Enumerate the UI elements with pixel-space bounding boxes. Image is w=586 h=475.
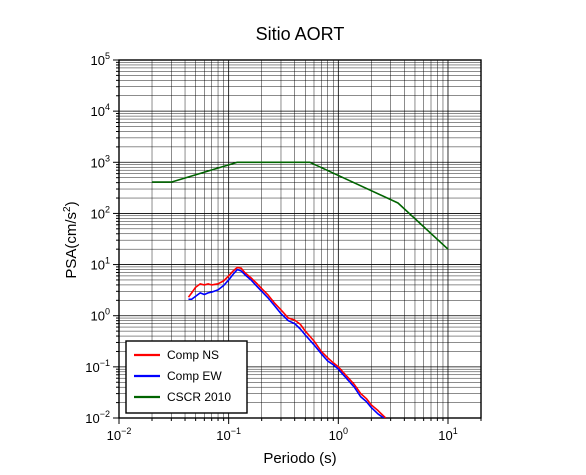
y-tick-label-exponent: 5 bbox=[105, 51, 110, 61]
x-tick-label: 100 bbox=[329, 426, 348, 443]
x-tick-label-exponent: 1 bbox=[453, 426, 458, 436]
y-tick-label-exponent: 2 bbox=[105, 204, 110, 214]
y-tick-label-base: 10 bbox=[91, 53, 105, 68]
y-tick-label: 104 bbox=[91, 102, 110, 119]
legend-label: Comp EW bbox=[167, 369, 222, 383]
x-tick-label-base: 10 bbox=[438, 428, 452, 443]
y-tick-label-base: 10 bbox=[91, 155, 105, 170]
y-tick-label-exponent: −1 bbox=[100, 358, 110, 368]
y-axis-label-sup: 2 bbox=[62, 206, 73, 212]
x-tick-label: 10−1 bbox=[216, 426, 241, 443]
y-axis-label-end: ) bbox=[63, 201, 80, 206]
series-line-2 bbox=[188, 268, 385, 418]
legend: Comp NS Comp EW CSCR 2010 bbox=[125, 340, 248, 414]
y-tick-label: 103 bbox=[91, 153, 110, 170]
y-axis-label: PSA(cm/s2) bbox=[62, 201, 80, 278]
x-tick-label-base: 10 bbox=[216, 428, 230, 443]
y-tick-label: 105 bbox=[91, 51, 110, 68]
legend-label: CSCR 2010 bbox=[167, 390, 231, 404]
y-tick-label-exponent: 4 bbox=[105, 102, 110, 112]
y-tick-label-base: 10 bbox=[85, 360, 99, 375]
x-tick-label: 10−2 bbox=[107, 426, 132, 443]
chart-title: Sitio AORT bbox=[256, 24, 345, 44]
y-tick-label-exponent: 0 bbox=[105, 307, 110, 317]
series-line-1 bbox=[187, 266, 387, 418]
x-tick-label-exponent: −1 bbox=[231, 426, 241, 436]
y-tick-label: 10−2 bbox=[85, 409, 110, 426]
x-tick-label: 101 bbox=[438, 426, 457, 443]
y-tick-label-base: 10 bbox=[85, 411, 99, 426]
x-axis-label: Periodo (s) bbox=[263, 450, 336, 467]
y-tick-label-exponent: 1 bbox=[105, 256, 110, 266]
y-tick-label-exponent: 3 bbox=[105, 153, 110, 163]
legend-label: Comp NS bbox=[167, 348, 219, 362]
series-line-3 bbox=[152, 161, 449, 250]
y-tick-label: 10−1 bbox=[85, 358, 110, 375]
x-tick-label-base: 10 bbox=[107, 428, 121, 443]
y-tick-label-base: 10 bbox=[91, 104, 105, 119]
series-lines bbox=[152, 161, 449, 418]
y-axis-label-base: PSA(cm/s bbox=[63, 212, 80, 279]
tick-marks bbox=[113, 59, 482, 424]
x-tick-label-exponent: −2 bbox=[121, 426, 131, 436]
y-tick-label-base: 10 bbox=[91, 258, 105, 273]
y-tick-label: 102 bbox=[91, 204, 110, 221]
x-tick-label-exponent: 0 bbox=[343, 426, 348, 436]
x-tick-label-base: 10 bbox=[329, 428, 343, 443]
y-tick-label: 101 bbox=[91, 256, 110, 273]
y-tick-label-base: 10 bbox=[91, 206, 105, 221]
plot-frame bbox=[118, 59, 482, 419]
legend-items: Comp NS Comp EW CSCR 2010 bbox=[134, 348, 231, 404]
y-tick-label: 100 bbox=[91, 307, 110, 324]
y-tick-label-base: 10 bbox=[91, 309, 105, 324]
x-tick-labels: 10−2 10−1 100 101 bbox=[107, 426, 458, 443]
y-tick-label-exponent: −2 bbox=[100, 409, 110, 419]
